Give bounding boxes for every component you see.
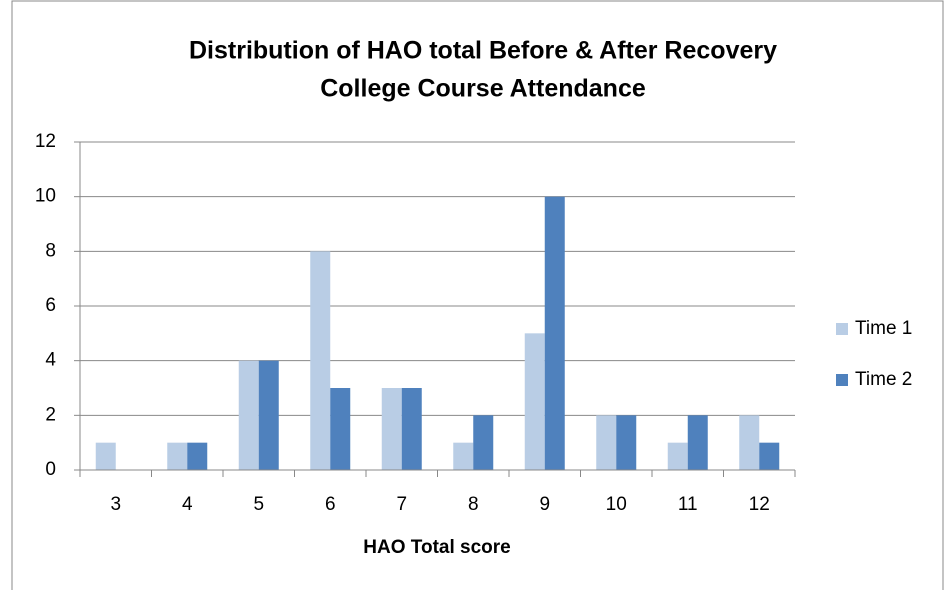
chart-title: Distribution of HAO total Before & After… bbox=[189, 37, 777, 65]
y-tick-label: 4 bbox=[45, 350, 56, 371]
bar bbox=[759, 442, 780, 470]
x-tick-label: 9 bbox=[539, 494, 550, 515]
x-tick-label: 5 bbox=[253, 494, 264, 515]
x-tick-label: 11 bbox=[678, 494, 698, 515]
bar bbox=[687, 415, 708, 470]
bar bbox=[238, 360, 259, 470]
legend-label: Time 2 bbox=[855, 369, 912, 390]
y-tick-label: 2 bbox=[45, 404, 56, 425]
x-tick-label: 12 bbox=[749, 494, 770, 515]
legend-swatch bbox=[836, 323, 848, 335]
bar bbox=[95, 442, 116, 470]
bar bbox=[616, 415, 637, 470]
y-tick-label: 0 bbox=[45, 459, 56, 480]
bar bbox=[187, 442, 208, 470]
y-tick-label: 8 bbox=[45, 240, 56, 261]
x-tick-label: 4 bbox=[182, 494, 193, 515]
y-tick-label: 6 bbox=[45, 295, 56, 316]
x-axis-title: HAO Total score bbox=[363, 537, 510, 558]
bar bbox=[167, 442, 188, 470]
bar bbox=[667, 442, 688, 470]
y-tick-label: 12 bbox=[35, 131, 56, 152]
x-tick-label: 8 bbox=[468, 494, 479, 515]
bar bbox=[739, 415, 760, 470]
y-tick-label: 10 bbox=[35, 186, 56, 207]
x-tick-label: 10 bbox=[606, 494, 627, 515]
x-tick-label: 7 bbox=[396, 494, 407, 515]
bar bbox=[544, 196, 565, 470]
bar bbox=[258, 360, 279, 470]
legend-swatch bbox=[836, 374, 848, 386]
bar bbox=[524, 333, 545, 470]
bar bbox=[381, 388, 402, 470]
bar bbox=[401, 388, 422, 470]
bar bbox=[453, 442, 474, 470]
bar bbox=[330, 388, 351, 470]
bar bbox=[310, 251, 331, 470]
legend-label: Time 1 bbox=[855, 318, 912, 339]
x-tick-label: 6 bbox=[325, 494, 336, 515]
bar bbox=[473, 415, 494, 470]
chart-title: College Course Attendance bbox=[320, 75, 646, 103]
chart-border bbox=[11, 0, 944, 595]
x-tick-label: 3 bbox=[110, 494, 121, 515]
bar bbox=[596, 415, 617, 470]
